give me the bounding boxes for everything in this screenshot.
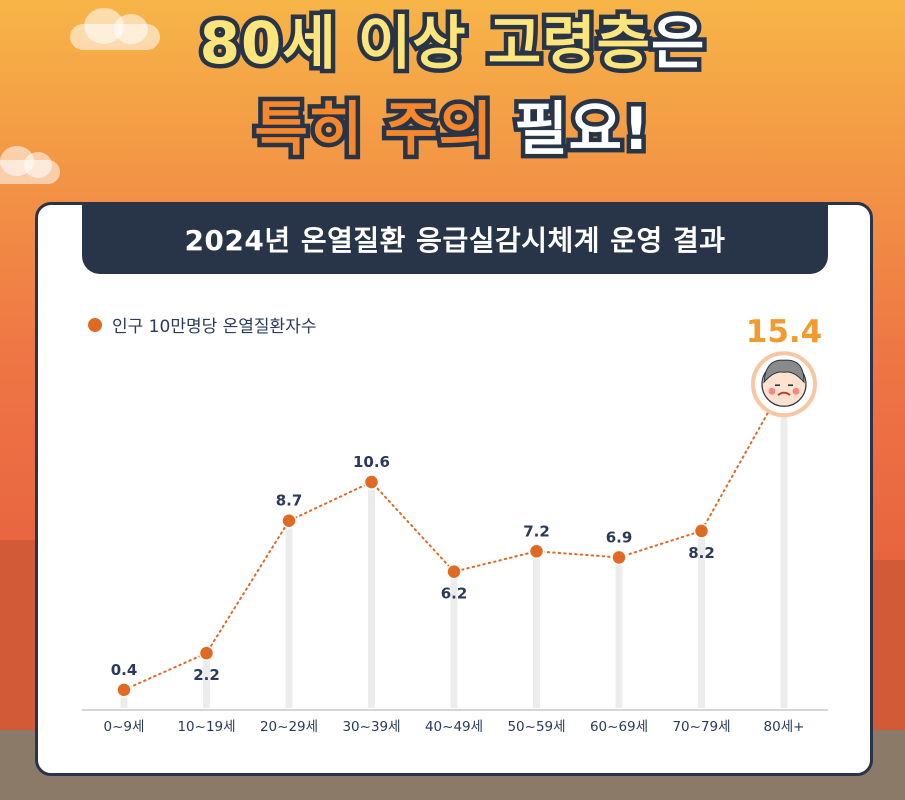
data-point (446, 563, 462, 580)
x-tick-label: 40~49세 (425, 719, 483, 735)
chart-legend: 인구 10만명당 온열질환자수 (88, 312, 316, 337)
data-point (281, 512, 297, 529)
x-tick-label: 0~9세 (104, 719, 145, 735)
x-tick-label: 20~29세 (260, 719, 318, 735)
data-point (611, 549, 627, 566)
data-point (116, 682, 132, 698)
face-blush-icon (768, 387, 776, 395)
headline-text: 은 (646, 9, 708, 77)
cloud-decoration (70, 8, 160, 50)
headline-text: 필요! (493, 95, 654, 163)
cloud-decoration (0, 146, 60, 184)
headline-highlight: 80세 이상 고령층 (195, 9, 654, 77)
data-label: 10.6 (353, 453, 390, 471)
legend-label: 인구 10만명당 온열질환자수 (112, 317, 317, 337)
data-point (693, 523, 710, 539)
peak-data-label: 15.4 (746, 314, 823, 350)
data-label: 8.7 (276, 492, 303, 510)
data-point (198, 645, 215, 661)
data-label: 6.9 (606, 528, 633, 546)
elderly-hair-icon (763, 359, 805, 384)
building-decoration (873, 560, 905, 730)
series-line (123, 383, 785, 691)
x-tick-label: 50~59세 (507, 719, 565, 735)
data-label: 2.2 (193, 666, 220, 684)
chart-title-banner: 2024년 온열질환 응급실감시체계 운영 결과 (82, 204, 828, 274)
data-label: 8.2 (688, 544, 715, 562)
data-point (528, 543, 545, 560)
x-tick-label: 30~39세 (342, 719, 400, 735)
headline-highlight: 특히 주의 (250, 95, 497, 163)
data-point (363, 474, 380, 490)
x-tick-label: 80세+ (764, 719, 805, 735)
data-label: 7.2 (523, 522, 550, 540)
face-mouth-icon (777, 391, 791, 396)
x-tick-label: 70~79세 (672, 719, 730, 735)
x-tick-label: 10~19세 (177, 719, 235, 735)
building-decoration (0, 540, 38, 730)
headline-line-2: 특히 주의 필요! (0, 96, 905, 163)
x-tick-label: 60~69세 (590, 719, 648, 735)
legend-marker (88, 317, 102, 332)
headline-line-1: 80세 이상 고령층은 (0, 10, 905, 77)
face-blush-icon (792, 387, 800, 395)
data-label: 6.2 (441, 585, 468, 603)
data-label: 0.4 (111, 661, 138, 679)
